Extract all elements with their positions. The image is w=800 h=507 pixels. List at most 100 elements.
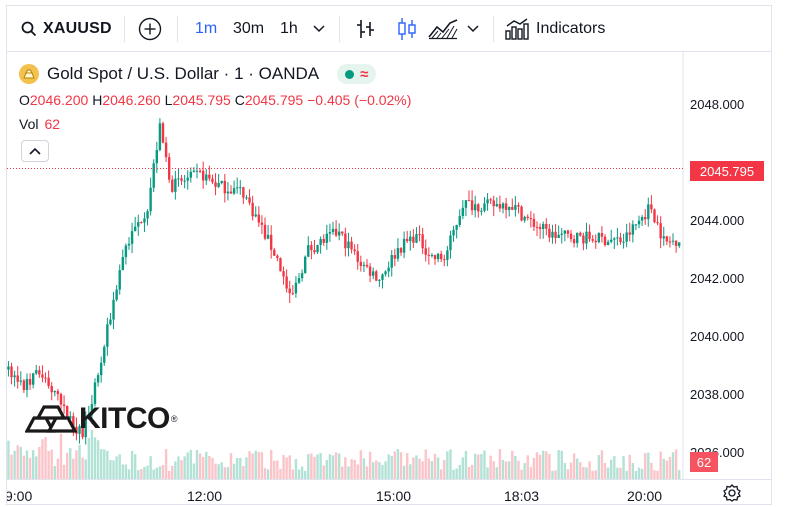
volume-bar bbox=[365, 466, 369, 479]
volume-bar bbox=[303, 470, 307, 479]
candle-body bbox=[211, 178, 214, 183]
close-value: 2045.795 bbox=[244, 92, 304, 108]
volume-bar bbox=[41, 439, 44, 479]
candle-body bbox=[334, 228, 338, 236]
candle-body bbox=[443, 259, 446, 261]
volume-bar bbox=[359, 450, 363, 479]
candle-body bbox=[495, 204, 499, 207]
volume-bar bbox=[186, 452, 189, 479]
top-toolbar: XAUUSD 1m 30m 1h Indicators bbox=[7, 6, 771, 52]
chevron-down-icon[interactable] bbox=[313, 6, 325, 52]
volume-bar bbox=[164, 449, 168, 479]
candle-body bbox=[619, 237, 622, 243]
volume-bar bbox=[458, 465, 461, 479]
volume-bar bbox=[433, 453, 437, 479]
volume-bar bbox=[16, 445, 19, 479]
toolbar-divider bbox=[339, 16, 340, 42]
volume-bar bbox=[35, 456, 38, 479]
candle-body bbox=[467, 200, 471, 202]
candle-body bbox=[603, 236, 607, 246]
volume-bar bbox=[226, 467, 230, 479]
candle-body bbox=[356, 251, 359, 262]
candle-body bbox=[662, 236, 665, 239]
volume-bar bbox=[526, 455, 529, 479]
chevron-down-icon[interactable] bbox=[467, 6, 479, 52]
close-label: C bbox=[234, 92, 245, 108]
volume-bar bbox=[504, 461, 508, 479]
timeframe-1h[interactable]: 1h bbox=[280, 20, 298, 37]
candle-body bbox=[140, 222, 143, 224]
volume-bar bbox=[591, 470, 594, 479]
bar-chart-icon[interactable] bbox=[355, 6, 375, 52]
kitco-logo: KITCO ® bbox=[25, 402, 177, 436]
candle-body bbox=[103, 346, 106, 363]
candle-body bbox=[115, 289, 118, 300]
candle-body bbox=[313, 250, 316, 253]
candle-body bbox=[483, 203, 486, 211]
candle-body bbox=[263, 224, 267, 239]
price-chart[interactable] bbox=[7, 6, 772, 505]
candle-body bbox=[124, 245, 128, 258]
candle-body bbox=[300, 273, 304, 279]
volume-bar bbox=[628, 454, 631, 479]
candle-body bbox=[303, 256, 307, 274]
volume-bar bbox=[56, 458, 60, 479]
volume-bar bbox=[300, 466, 304, 479]
chart-settings-gear-icon[interactable] bbox=[723, 484, 741, 502]
volume-bar bbox=[273, 460, 276, 479]
indicators-icon bbox=[505, 18, 529, 40]
volume-bar bbox=[205, 451, 208, 479]
last-price-tag: 2045.795 bbox=[690, 161, 764, 181]
volume-bar bbox=[613, 456, 616, 479]
candle-body bbox=[606, 241, 610, 246]
volume-bar bbox=[424, 449, 427, 479]
candle-body bbox=[396, 248, 400, 259]
market-status-pill[interactable]: ≈ bbox=[337, 64, 377, 84]
candle-body bbox=[477, 204, 480, 212]
volume-bar bbox=[254, 450, 257, 479]
candle-body bbox=[399, 248, 403, 253]
candle-body bbox=[35, 370, 38, 374]
volume-bar bbox=[171, 465, 174, 479]
add-symbol-icon[interactable] bbox=[138, 6, 162, 52]
area-chart-icon[interactable] bbox=[428, 6, 458, 52]
candle-body bbox=[44, 377, 47, 379]
volume-bar bbox=[322, 465, 325, 479]
volume-bar bbox=[133, 454, 137, 479]
candle-body bbox=[152, 163, 155, 188]
search-icon[interactable] bbox=[21, 21, 37, 37]
candle-body bbox=[226, 191, 230, 194]
volume-bar bbox=[260, 452, 264, 479]
indicators-button[interactable]: Indicators bbox=[505, 6, 605, 52]
volume-bar bbox=[569, 462, 573, 479]
candle-body bbox=[174, 178, 177, 192]
candle-body bbox=[307, 245, 310, 257]
candlestick-icon[interactable] bbox=[396, 6, 418, 52]
volume-bar bbox=[662, 458, 665, 479]
time-tick: 15:00 bbox=[376, 488, 412, 504]
symbol-search[interactable]: XAUUSD bbox=[21, 6, 112, 52]
candle-body bbox=[214, 182, 217, 187]
candle-body bbox=[121, 257, 125, 271]
volume-bar bbox=[371, 462, 375, 479]
volume-bar bbox=[563, 463, 567, 479]
candle-body bbox=[529, 218, 533, 220]
volume-bar bbox=[576, 458, 579, 479]
symbol-label[interactable]: XAUUSD bbox=[43, 20, 112, 37]
candle-body bbox=[551, 231, 554, 238]
collapse-legend-button[interactable] bbox=[21, 140, 49, 162]
candle-body bbox=[322, 238, 325, 243]
candle-body bbox=[368, 266, 372, 276]
timeframe-30m[interactable]: 30m bbox=[233, 20, 265, 37]
candle-body bbox=[625, 232, 628, 242]
candle-body bbox=[93, 382, 97, 405]
volume-bar bbox=[542, 450, 545, 479]
chevron-up-icon bbox=[29, 147, 41, 155]
market-open-dot-icon bbox=[345, 69, 355, 79]
candle-body bbox=[279, 258, 282, 272]
timeframe-1m[interactable]: 1m bbox=[195, 20, 218, 37]
volume-bar bbox=[282, 454, 285, 479]
open-value: 2046.200 bbox=[29, 92, 89, 108]
volume-bar bbox=[146, 465, 149, 479]
volume-value: 62 bbox=[44, 116, 61, 132]
